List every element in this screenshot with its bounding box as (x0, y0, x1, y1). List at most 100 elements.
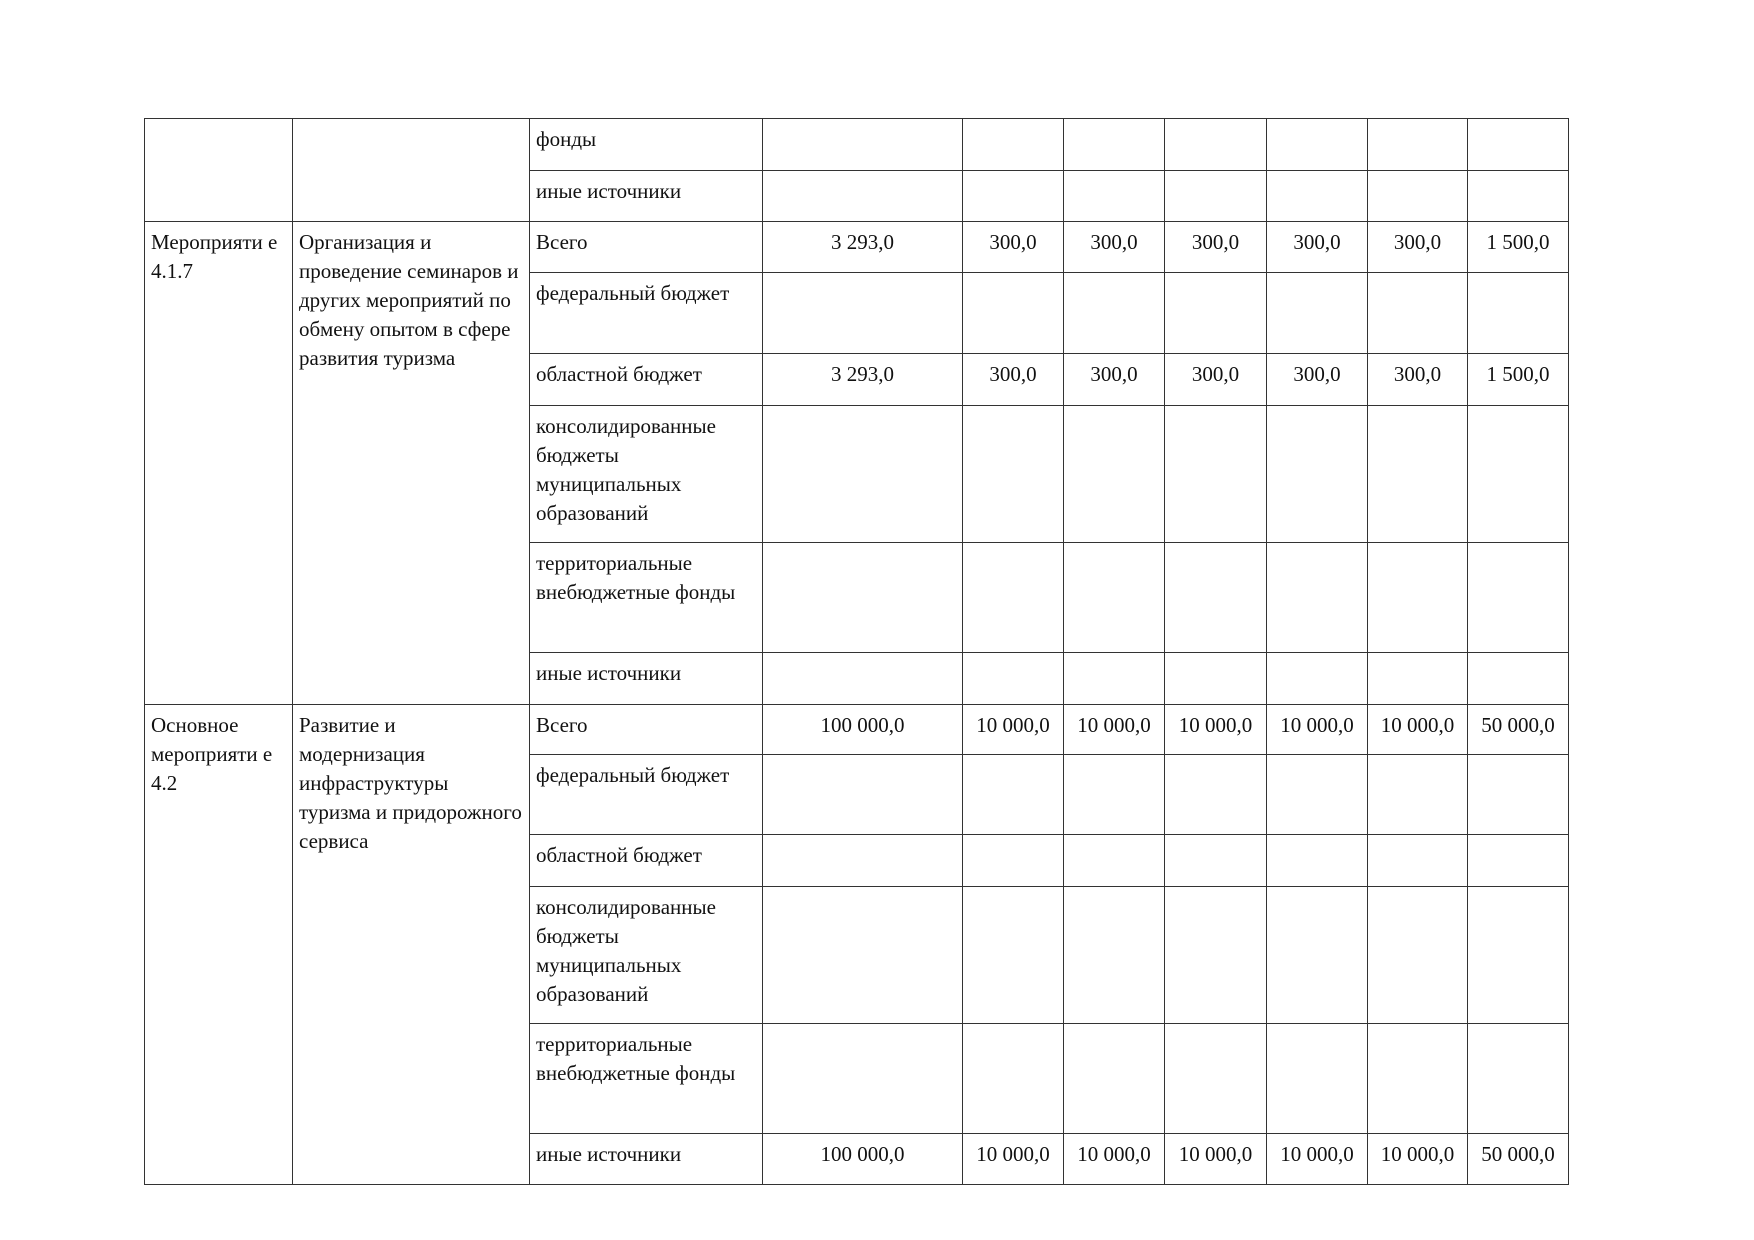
total-value (762, 834, 963, 887)
year-value (962, 118, 1064, 171)
year-value (1063, 542, 1165, 653)
year-value (962, 652, 1064, 705)
year-value (1063, 118, 1165, 171)
measure-code: Мероприяти е 4.1.7 (144, 221, 293, 705)
year-value: 300,0 (1063, 353, 1165, 406)
year-value: 300,0 (962, 353, 1064, 406)
measure-name (292, 118, 530, 222)
year-value (1164, 272, 1267, 354)
year-value (1266, 886, 1368, 1024)
table-row: федеральный бюджет (145, 754, 1569, 835)
table-row: Основное мероприяти е 4.2 Развитие и моде… (144, 704, 1569, 1185)
year-value: 10 000,0 (1063, 704, 1165, 755)
year-value (1367, 405, 1468, 543)
total-value (762, 754, 963, 835)
funding-source: консолидированные бюджеты муниципальных … (529, 886, 763, 1024)
funding-source: иные источники (529, 1133, 763, 1185)
year-value: 10 000,0 (1367, 704, 1468, 755)
total-value (762, 118, 963, 171)
total-value (762, 170, 963, 222)
measure-name: Организация и проведение семинаров и дру… (292, 221, 530, 705)
year-value (1164, 652, 1267, 705)
year-value: 300,0 (1367, 353, 1468, 406)
total-value: 100 000,0 (762, 704, 963, 755)
funding-source: фонды (529, 118, 763, 171)
year-value (1467, 652, 1569, 705)
year-value (1063, 170, 1165, 222)
year-value (1063, 1023, 1165, 1134)
measure-code: Основное мероприяти е 4.2 (144, 704, 293, 1185)
year-value (1164, 542, 1267, 653)
funding-source: Всего (529, 704, 763, 755)
year-value (1266, 834, 1368, 887)
year-value (962, 405, 1064, 543)
year-value (1467, 886, 1569, 1024)
table-row: федеральный бюджет (145, 272, 1569, 354)
year-value: 10 000,0 (1266, 704, 1368, 755)
year-value (962, 886, 1064, 1024)
table-row: Мероприяти е 4.1.7 Организация и проведен… (144, 221, 1569, 705)
year-value: 10 000,0 (1164, 704, 1267, 755)
year-value (1467, 170, 1569, 222)
year-value (1063, 886, 1165, 1024)
year-value: 10 000,0 (1266, 1133, 1368, 1185)
year-value (962, 1023, 1064, 1134)
year-value: 1 500,0 (1467, 353, 1569, 406)
year-value: 300,0 (1266, 221, 1368, 273)
year-value: 50 000,0 (1467, 704, 1569, 755)
measure-name: Развитие и модернизация инфраструктуры т… (292, 704, 530, 1185)
year-value (1164, 118, 1267, 171)
year-value (1164, 886, 1267, 1024)
funding-source: консолидированные бюджеты муниципальных … (529, 405, 763, 543)
year-value (1367, 118, 1468, 171)
year-value (1266, 272, 1368, 354)
table-row: фонды (144, 118, 1569, 222)
funding-source: федеральный бюджет (529, 754, 763, 835)
total-value (762, 652, 963, 705)
year-value (1367, 754, 1468, 835)
year-value: 300,0 (1164, 353, 1267, 406)
year-value (1266, 118, 1368, 171)
year-value: 300,0 (1367, 221, 1468, 273)
year-value (1467, 405, 1569, 543)
total-value (762, 542, 963, 653)
year-value (1164, 1023, 1267, 1134)
table-row: территориальные внебюджетные фонды (145, 542, 1569, 653)
year-value (1367, 170, 1468, 222)
year-value (1467, 118, 1569, 171)
total-value: 100 000,0 (762, 1133, 963, 1185)
funding-source: областной бюджет (529, 353, 763, 406)
year-value (962, 542, 1064, 653)
year-value (1467, 754, 1569, 835)
year-value (1367, 272, 1468, 354)
funding-source: иные источники (529, 170, 763, 222)
table-row: консолидированные бюджеты муниципальных … (145, 886, 1569, 1024)
year-value (1467, 272, 1569, 354)
year-value (1367, 652, 1468, 705)
funding-source: федеральный бюджет (529, 272, 763, 354)
year-value (1367, 886, 1468, 1024)
total-value (762, 886, 963, 1024)
year-value (1266, 542, 1368, 653)
funding-source: территориальные внебюджетные фонды (529, 1023, 763, 1134)
year-value (1063, 834, 1165, 887)
table-row: консолидированные бюджеты муниципальных … (145, 405, 1569, 543)
year-value (1467, 1023, 1569, 1134)
total-value (762, 405, 963, 543)
year-value: 10 000,0 (1063, 1133, 1165, 1185)
total-value (762, 272, 963, 354)
year-value: 1 500,0 (1467, 221, 1569, 273)
year-value (1164, 405, 1267, 543)
funding-table: фонды иные источники Мероприяти е 4.1.7 Орг… (144, 118, 1569, 1185)
year-value (962, 754, 1064, 835)
year-value (1467, 834, 1569, 887)
total-value: 3 293,0 (762, 221, 963, 273)
funding-source: территориальные внебюджетные фонды (529, 542, 763, 653)
total-value: 3 293,0 (762, 353, 963, 406)
year-value (1164, 170, 1267, 222)
year-value: 10 000,0 (1164, 1133, 1267, 1185)
year-value (1063, 754, 1165, 835)
year-value (1164, 834, 1267, 887)
year-value (962, 170, 1064, 222)
year-value: 300,0 (1164, 221, 1267, 273)
